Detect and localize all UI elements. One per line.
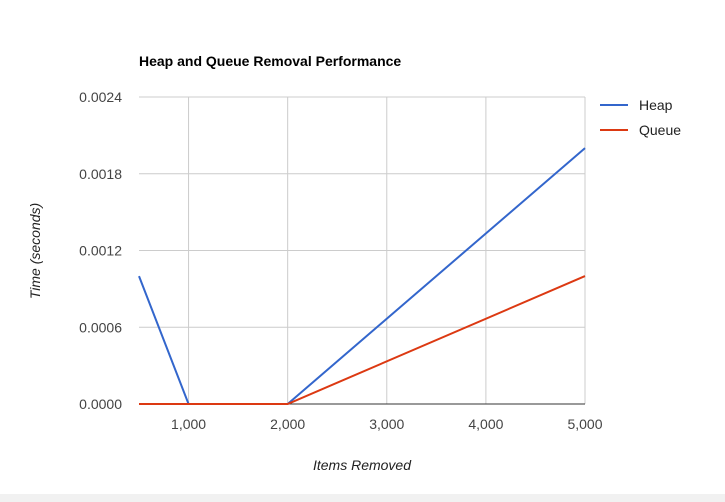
series-line-heap — [138, 147, 586, 405]
bottom-bar — [0, 494, 725, 502]
x-tick-label: 2,000 — [270, 416, 305, 432]
chart-title: Heap and Queue Removal Performance — [139, 53, 401, 69]
x-tick-label: 1,000 — [171, 416, 206, 432]
y-tick-label: 0.0006 — [79, 319, 122, 335]
legend: Heap Queue — [600, 97, 681, 138]
y-axis-ticks: 0.0000 0.0006 0.0012 0.0018 0.0024 — [79, 89, 122, 412]
series-lines — [138, 147, 586, 405]
x-axis-ticks: 1,000 2,000 3,000 4,000 5,000 — [171, 416, 603, 432]
y-tick-label: 0.0012 — [79, 243, 122, 259]
legend-label-heap: Heap — [639, 97, 673, 113]
x-tick-label: 5,000 — [567, 416, 602, 432]
gridlines — [139, 96, 586, 405]
x-axis-label: Items Removed — [313, 457, 412, 473]
series-line-queue — [139, 275, 586, 405]
x-tick-label: 4,000 — [468, 416, 503, 432]
y-axis-label: Time (seconds) — [27, 203, 43, 299]
y-tick-label: 0.0018 — [79, 166, 122, 182]
y-tick-label: 0.0024 — [79, 89, 122, 105]
y-tick-label: 0.0000 — [79, 396, 122, 412]
x-tick-label: 3,000 — [369, 416, 404, 432]
legend-label-queue: Queue — [639, 122, 681, 138]
